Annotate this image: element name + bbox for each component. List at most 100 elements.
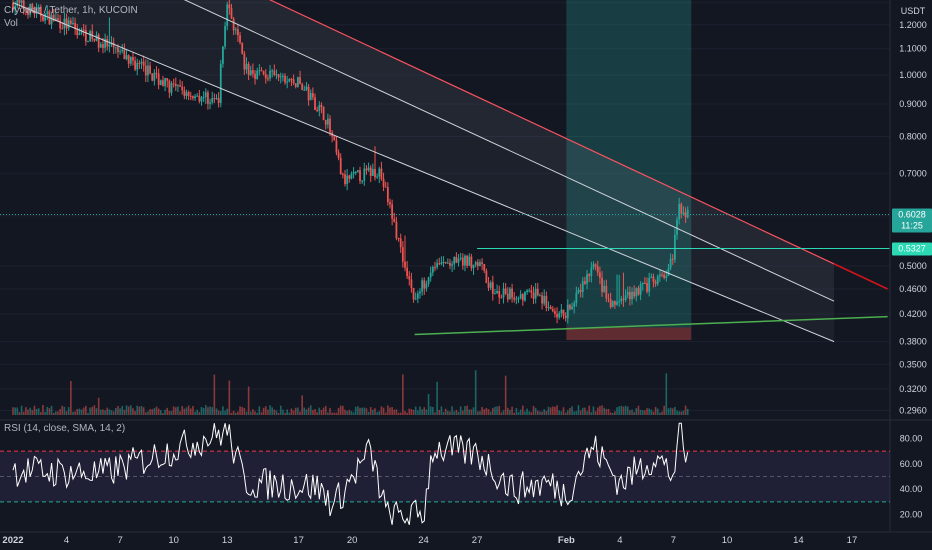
volume-bar xyxy=(234,412,237,415)
volume-bar xyxy=(382,407,385,415)
candle-body xyxy=(286,81,289,83)
volume-bar xyxy=(153,408,156,415)
volume-legend[interactable]: Vol xyxy=(4,18,18,30)
volume-bar xyxy=(204,405,207,415)
volume-bar xyxy=(245,411,248,415)
volume-bar xyxy=(631,409,633,415)
volume-bar xyxy=(404,410,406,415)
volume-bar xyxy=(539,411,541,415)
candle-body xyxy=(162,80,164,86)
volume-bar xyxy=(110,410,113,415)
volume-bar xyxy=(684,405,687,415)
volume-bar xyxy=(219,411,222,415)
position-stop-zone[interactable] xyxy=(566,327,692,341)
volume-bar xyxy=(594,411,597,415)
volume-bar xyxy=(530,412,533,415)
candle-body xyxy=(67,20,70,29)
volume-bar xyxy=(12,407,14,415)
candle-body xyxy=(603,285,606,292)
candle-body xyxy=(476,262,479,267)
candle-body xyxy=(311,93,314,98)
rsi-pane[interactable] xyxy=(0,422,890,525)
volume-bar xyxy=(31,410,34,415)
volume-bar xyxy=(639,409,642,415)
volume-bar xyxy=(134,410,136,415)
candle-body xyxy=(337,152,340,158)
volume-bar xyxy=(177,406,179,415)
volume-bar xyxy=(380,406,383,415)
volume-bar xyxy=(455,409,458,415)
volume-bar xyxy=(72,411,74,415)
candle-body xyxy=(586,274,588,284)
volume-bar xyxy=(479,411,481,415)
candle-body xyxy=(427,277,430,284)
candle-body xyxy=(307,86,310,101)
volume-bar xyxy=(247,386,250,415)
symbol-legend[interactable]: Cryowar / Tether, 1h, KUCOIN xyxy=(4,5,138,17)
volume-bar xyxy=(106,407,109,415)
candle-body xyxy=(215,98,218,100)
volume-bar xyxy=(543,409,546,415)
channel-lower-line[interactable] xyxy=(12,2,835,343)
candle-body xyxy=(149,65,151,74)
candle-body xyxy=(498,290,501,298)
time-axis[interactable]: 2022 4 7 10 13 17 20 24 27 Feb 4 7 10 14 17 xyxy=(2,535,857,546)
candle-body xyxy=(232,18,235,31)
volume-bar xyxy=(614,411,616,415)
volume-bar xyxy=(147,411,149,415)
candle-body xyxy=(335,140,338,153)
rsi-legend[interactable]: RSI (14, close, SMA, 14, 2) xyxy=(4,423,125,435)
volume-bar xyxy=(477,411,479,415)
candle-body xyxy=(406,267,409,277)
volume-bar xyxy=(646,408,648,415)
candle-body xyxy=(42,16,44,21)
price-axis-tick: 1.2000 xyxy=(899,20,927,30)
candle-body xyxy=(421,280,424,292)
candle-body xyxy=(344,174,346,185)
candle-body xyxy=(562,309,565,316)
volume-bar xyxy=(275,410,278,415)
drawing-tools[interactable] xyxy=(12,0,890,343)
candle-body xyxy=(72,23,74,25)
candle-body xyxy=(181,86,184,91)
volume-bar xyxy=(25,407,27,415)
candle-body xyxy=(179,85,181,87)
candle-body xyxy=(166,78,169,81)
volume-bar xyxy=(344,409,346,415)
candle-body xyxy=(346,175,349,185)
candle-body xyxy=(389,202,391,205)
candle-body xyxy=(95,34,98,41)
candle-body xyxy=(661,274,663,276)
volume-bar xyxy=(590,412,593,415)
candle-body xyxy=(551,309,554,312)
price-axis-tick: 1.0000 xyxy=(899,70,927,80)
volume-bar xyxy=(579,410,582,415)
volume-label: Vol xyxy=(4,18,18,29)
volume-bars xyxy=(12,370,689,415)
volume-bar xyxy=(564,412,567,415)
support-line[interactable] xyxy=(414,315,888,336)
volume-bar xyxy=(399,412,402,415)
candle-body xyxy=(519,294,522,299)
candle-body xyxy=(509,288,511,300)
candle-body xyxy=(65,18,68,29)
volume-bar xyxy=(52,412,55,415)
volume-bar xyxy=(194,411,196,415)
volume-bar xyxy=(145,412,147,415)
volume-bar xyxy=(395,409,398,415)
candle-body xyxy=(620,298,623,302)
volume-bar xyxy=(316,412,318,415)
candle-body xyxy=(682,212,685,214)
candle-body xyxy=(194,96,196,99)
volume-bar xyxy=(256,412,258,415)
resistance-line-extension[interactable] xyxy=(833,263,888,290)
volume-bar xyxy=(130,405,132,415)
volume-bar xyxy=(577,405,580,415)
volume-bar xyxy=(136,405,139,415)
time-axis-tick: 20 xyxy=(347,535,358,546)
candle-body xyxy=(577,290,580,293)
resistance-line[interactable] xyxy=(233,0,835,265)
channel-fill-lower[interactable] xyxy=(13,0,835,342)
volume-bar xyxy=(575,411,578,415)
